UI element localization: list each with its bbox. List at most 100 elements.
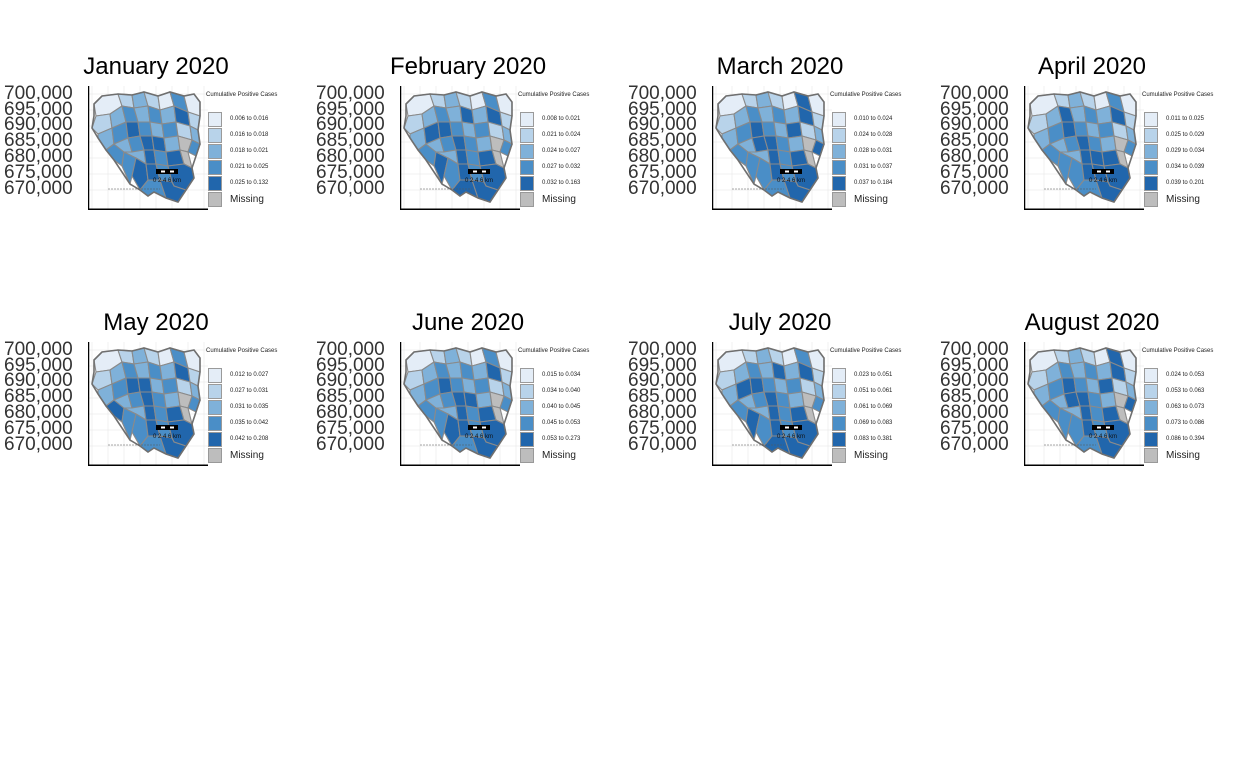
y-tick-label: 690,000 (940, 370, 1009, 391)
legend-item: 0.034 to 0.040 (518, 384, 622, 400)
map-legend: Cumulative Positive Cases 0.024 to 0.053 0… (1142, 346, 1246, 476)
legend-swatch (832, 416, 846, 431)
legend-swatch (1144, 144, 1158, 159)
legend-class-label: 0.035 to 0.042 (230, 420, 269, 426)
legend-class-label: 0.063 to 0.073 (1166, 404, 1205, 410)
y-tick-label: 700,000 (4, 83, 73, 104)
y-tick-label: 690,000 (628, 370, 697, 391)
y-tick-label: 685,000 (4, 386, 73, 407)
scale-bar-segment (156, 425, 178, 430)
districts (403, 91, 513, 203)
city-map: 0 2 4 6 km (88, 342, 208, 466)
legend-missing-label: Missing (854, 194, 888, 205)
legend-class-label: 0.012 to 0.027 (230, 372, 269, 378)
y-tick-label: 675,000 (316, 418, 385, 439)
scale-bar-label: 0 2 4 6 km (777, 434, 805, 440)
legend-swatch (520, 176, 534, 191)
map-legend: Cumulative Positive Cases 0.012 to 0.027 0… (206, 346, 310, 476)
scale-bar-segment (785, 426, 789, 429)
legend-item: 0.024 to 0.028 (830, 128, 934, 144)
legend-class-label: 0.039 to 0.201 (1166, 180, 1205, 186)
legend-title: Cumulative Positive Cases (206, 92, 278, 98)
y-tick-label: 685,000 (628, 386, 697, 407)
legend-item: 0.061 to 0.069 (830, 400, 934, 416)
legend-item-missing: Missing (1142, 192, 1246, 208)
scale-bar-segment (170, 426, 174, 429)
legend-item: 0.034 to 0.039 (1142, 160, 1246, 176)
legend-class-label: 0.034 to 0.039 (1166, 164, 1205, 170)
legend-missing-label: Missing (854, 450, 888, 461)
legend-swatch-missing (1144, 192, 1158, 207)
scale-bar: 0 2 4 6 km (1089, 425, 1117, 440)
panel-title: January 2020 (83, 53, 229, 80)
legend-title: Cumulative Positive Cases (830, 92, 902, 98)
legend-title: Cumulative Positive Cases (206, 348, 278, 354)
legend-item: 0.010 to 0.024 (830, 112, 934, 128)
scale-bar-segment (468, 169, 490, 174)
map-legend: Cumulative Positive Cases 0.011 to 0.025 0… (1142, 90, 1246, 220)
scale-bar-segment (1097, 170, 1101, 173)
legend-swatch (520, 128, 534, 143)
legend-item: 0.086 to 0.394 (1142, 432, 1246, 448)
legend-class-label: 0.031 to 0.035 (230, 404, 269, 410)
y-tick-label: 700,000 (316, 83, 385, 104)
y-tick-label: 700,000 (628, 83, 697, 104)
legend-item-missing: Missing (518, 448, 622, 464)
y-tick-label: 675,000 (4, 418, 73, 439)
scale-bar-segment (161, 426, 165, 429)
district-polygon (161, 121, 179, 139)
legend-title: Cumulative Positive Cases (1142, 92, 1214, 98)
legend-class-label: 0.053 to 0.273 (542, 436, 581, 442)
panel-title: May 2020 (103, 309, 209, 336)
city-map: 0 2 4 6 km (400, 342, 520, 466)
y-tick-label: 685,000 (940, 130, 1009, 151)
city-boundary (91, 347, 201, 459)
panel-title: July 2020 (728, 309, 832, 336)
legend-item: 0.042 to 0.208 (206, 432, 310, 448)
city-map: 0 2 4 6 km (1024, 86, 1144, 210)
district-polygon (163, 135, 181, 153)
y-tick-label: 690,000 (4, 370, 73, 391)
legend-swatch (208, 128, 222, 143)
districts (715, 347, 825, 459)
legend-swatch (1144, 400, 1158, 415)
scale-bar: 0 2 4 6 km (1089, 169, 1117, 184)
legend-swatch (832, 432, 846, 447)
legend-swatch (520, 160, 534, 175)
y-tick-label: 695,000 (628, 99, 697, 120)
legend-title: Cumulative Positive Cases (1142, 348, 1214, 354)
legend-class-label: 0.053 to 0.063 (1166, 388, 1205, 394)
panel-title: February 2020 (389, 53, 547, 80)
scale-bar-segment (161, 170, 165, 173)
legend-swatch (832, 144, 846, 159)
legend-swatch (832, 368, 846, 383)
legend-swatch (208, 176, 222, 191)
legend-item: 0.053 to 0.063 (1142, 384, 1246, 400)
legend-item: 0.045 to 0.053 (518, 416, 622, 432)
y-tick-label: 695,000 (4, 355, 73, 376)
district-polygon (787, 391, 805, 409)
legend-item: 0.031 to 0.037 (830, 160, 934, 176)
map-legend: Cumulative Positive Cases 0.006 to 0.016 0… (206, 90, 310, 220)
legend-item: 0.018 to 0.021 (206, 144, 310, 160)
legend-class-label: 0.008 to 0.021 (542, 116, 581, 122)
legend-item-missing: Missing (518, 192, 622, 208)
y-tick-label: 685,000 (316, 130, 385, 151)
scale-bar-segment (1092, 169, 1114, 174)
scale-bar-segment (1106, 426, 1110, 429)
districts (91, 347, 201, 459)
scale-bar: 0 2 4 6 km (153, 169, 181, 184)
y-tick-label: 700,000 (4, 339, 73, 360)
y-tick-label: 670,000 (940, 434, 1009, 455)
legend-swatch (1144, 368, 1158, 383)
city-boundary (403, 91, 513, 203)
scale-bar: 0 2 4 6 km (465, 169, 493, 184)
legend-item: 0.051 to 0.061 (830, 384, 934, 400)
legend-class-label: 0.051 to 0.061 (854, 388, 893, 394)
legend-item: 0.035 to 0.042 (206, 416, 310, 432)
legend-class-label: 0.083 to 0.381 (854, 436, 893, 442)
y-tick-label: 680,000 (316, 146, 385, 167)
y-tick-label: 690,000 (316, 114, 385, 135)
y-tick-label: 670,000 (4, 178, 73, 199)
legend-swatch (208, 384, 222, 399)
